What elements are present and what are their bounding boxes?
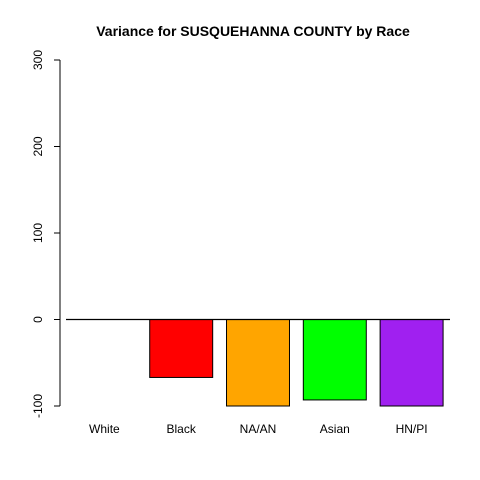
bar-black — [149, 319, 214, 378]
bars — [149, 319, 444, 407]
y-tick-label: -100 — [31, 394, 45, 418]
category-label: Black — [167, 422, 197, 436]
y-axis: -100 0 100 200 300 — [31, 50, 61, 418]
bar-na-an — [226, 319, 290, 407]
category-label: HN/PI — [396, 422, 428, 436]
chart-title: Variance for SUSQUEHANNA COUNTY by Race — [96, 23, 410, 39]
bar-asian — [302, 319, 367, 401]
category-label: Asian — [320, 422, 350, 436]
category-label: White — [89, 422, 120, 436]
y-tick-label: 300 — [31, 50, 45, 70]
bar-hn-pi — [379, 319, 444, 407]
y-tick-label: 100 — [31, 223, 45, 243]
y-tick-label: 0 — [31, 316, 45, 323]
category-label: NA/AN — [240, 422, 277, 436]
category-labels: White Black NA/AN Asian HN/PI — [89, 422, 428, 436]
y-tick-label: 200 — [31, 136, 45, 156]
